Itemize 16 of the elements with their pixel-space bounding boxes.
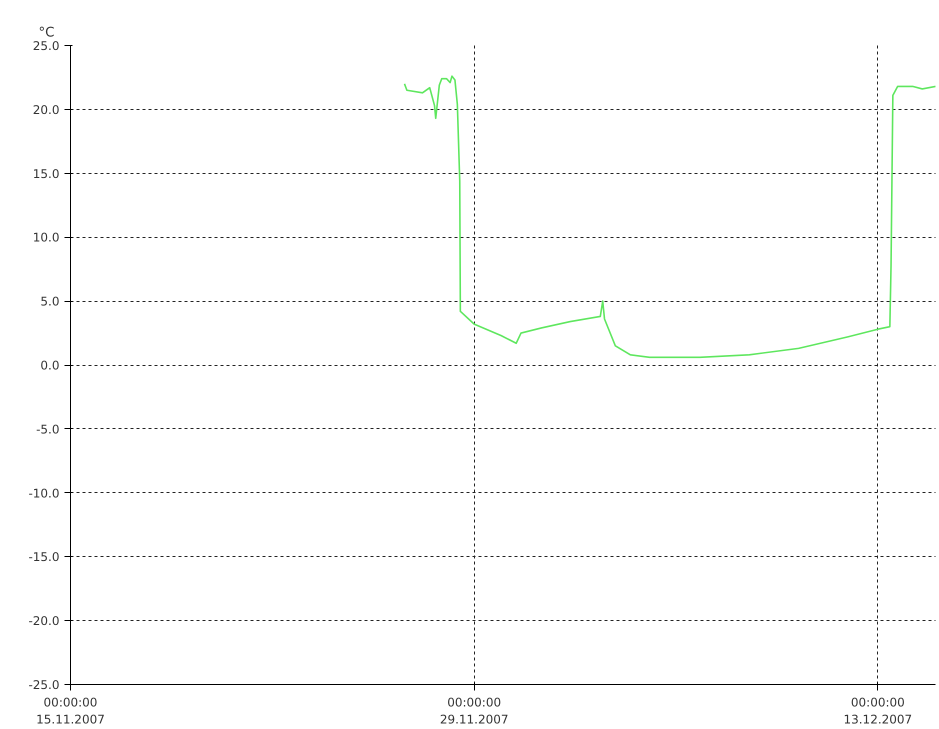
x-tick-label: 00:00:00 13.12.2007 xyxy=(843,696,912,726)
y-tick-label: -25.0 xyxy=(28,678,60,692)
y-tick-label: -20.0 xyxy=(28,614,60,628)
y-tick-label: -15.0 xyxy=(28,550,60,564)
y-tick-label: 10.0 xyxy=(32,230,60,245)
y-tick-label: 20.0 xyxy=(32,102,60,117)
line-series xyxy=(404,75,936,358)
x-tick-label: 00:00:00 15.11.2007 xyxy=(36,696,105,726)
y-tick-label: 0.0 xyxy=(40,358,60,372)
x-tick-label: 00:00:00 29.11.2007 xyxy=(440,696,509,726)
y-axis-title: °C xyxy=(38,26,54,40)
y-tick-label: 15.0 xyxy=(32,166,60,181)
y-tick-label: 25.0 xyxy=(32,39,60,53)
y-tick-label: -5.0 xyxy=(36,422,60,436)
y-tick-label: 5.0 xyxy=(40,294,60,309)
y-tick-label: -10.0 xyxy=(28,486,60,500)
